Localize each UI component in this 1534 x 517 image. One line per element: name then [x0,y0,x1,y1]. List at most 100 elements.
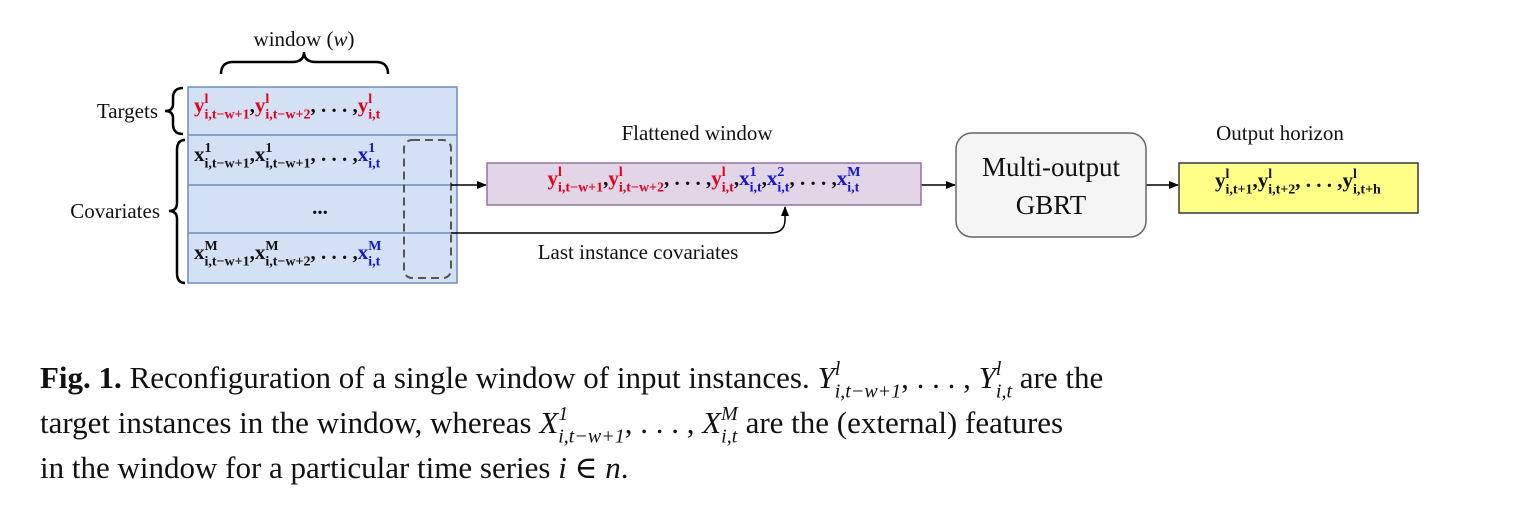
text-run: i,t−w+1 [558,180,603,195]
text-run: are the [1012,360,1103,395]
text-run: M [205,239,218,254]
last-instance-highlight [403,139,452,279]
text-run: y [255,93,266,117]
text-run: Fig. 1. [40,360,122,395]
text-run: l [1225,167,1229,182]
text-run: l [619,165,623,180]
text-run: y [1215,168,1226,192]
text-run: , [734,166,739,190]
text-run: , [250,240,255,264]
text-run: in the window for a particular time seri… [40,450,558,485]
text-run: l [722,165,726,180]
text-run: i,t−w+1 [205,107,250,122]
text-run: i,t−w+1 [558,425,624,447]
text-run: x [767,166,778,190]
text-run: x [739,166,750,190]
text-run: i,t−w+2 [265,107,310,122]
text-run: target instances in the window, whereas [40,405,539,440]
text-run: 1 [558,403,568,425]
caption-line: target instances in the window, whereas … [40,403,1063,447]
text-run: i,t [750,180,762,195]
covariates-label: Covariates [70,199,160,223]
text-run: w [333,27,347,51]
text-run: M [847,165,860,180]
text-run: 1 [205,141,212,156]
text-run: y [711,166,722,190]
text-run: 1 [368,141,375,156]
text-run: l [558,165,562,180]
text-run: x [837,166,848,190]
text-run: , [762,166,767,190]
text-run: , [250,93,255,117]
text-run: are the (external) features [738,405,1063,440]
text-run: , . . . , [664,166,711,190]
text-run: i,t+2 [1268,182,1295,197]
text-run: i,t [368,254,380,269]
flattened-window: yl i,t−w+1,yl i,t−w+2, . . . ,yl i,t,x1 i,t,… [548,165,861,195]
text-run: y [358,93,369,117]
text-run: Y [817,360,837,395]
targets-brace [164,86,184,136]
text-run: i,t+1 [1225,182,1252,197]
targets-label: Targets [97,99,158,123]
text-run: y [194,93,205,117]
arrow [451,206,789,234]
text-run: i,t+h [1353,182,1381,197]
text-run: , [1252,168,1257,192]
text-run: x [255,240,266,264]
text-run: x [194,240,205,264]
targets-row: yl i,t−w+1,yl i,t−w+2, . . . ,yl i,t [194,92,381,122]
flattened-box [486,162,922,206]
caption-line: Fig. 1. Reconfiguration of a single wind… [40,358,1103,402]
covariates-brace [168,138,186,285]
text-run: . [621,450,629,485]
text-run: , . . . , [311,142,358,166]
text-run: l [996,358,1002,380]
caption-line: in the window for a particular time seri… [40,450,629,485]
text-run: i,t [368,107,380,122]
text-run: x [194,142,205,166]
text-run: M [720,403,739,425]
text-run: X [700,405,722,440]
covariate-row: x1 i,t−w+1,x1 i,t−w+1, . . . ,x1 i,t [194,141,381,171]
text-run: l [1353,167,1357,182]
text-run: i,t [722,180,734,195]
window-label: window (w) [254,27,355,51]
text-run: , . . . , [789,166,836,190]
text-run: ) [347,27,354,51]
text-run: i,t [996,380,1013,402]
output-horizon: yl i,t+1,yl i,t+2, . . . ,yl i,t+h [1215,167,1381,197]
text-run: y [608,166,619,190]
model-label: GBRT [1016,190,1087,220]
text-run: i,t−w+1 [205,156,250,171]
text-run: y [1258,168,1269,192]
text-run: l [835,358,841,380]
text-run: , . . . , [625,405,703,440]
text-run: , . . . , [311,93,358,117]
flattened-label: Flattened window [621,121,773,145]
text-run: 2 [777,165,784,180]
text-run: , . . . , [1295,168,1342,192]
text-run: y [548,166,559,190]
text-run: i,t [777,180,789,195]
text-run: l [1268,167,1272,182]
text-run: i,t−w+1 [205,254,250,269]
text-run: x [358,240,369,264]
text-run: i,t [721,425,738,447]
text-run: , [603,166,608,190]
text-run: M [368,239,381,254]
text-run: M [265,239,278,254]
covariate-row: xM i,t−w+1,xM i,t−w+2, . . . ,xM i,t [194,239,381,269]
text-run: Reconfiguration of a single window of in… [122,360,818,395]
output-box [1178,162,1419,214]
text-run: i,t−w+1 [265,156,310,171]
text-run: l [205,92,209,107]
text-run: , . . . , [901,360,979,395]
output-label: Output horizon [1216,121,1344,145]
text-run: 1 [265,141,272,156]
text-run: i,t [847,180,859,195]
text-run: , [250,142,255,166]
text-run: i,t [368,156,380,171]
